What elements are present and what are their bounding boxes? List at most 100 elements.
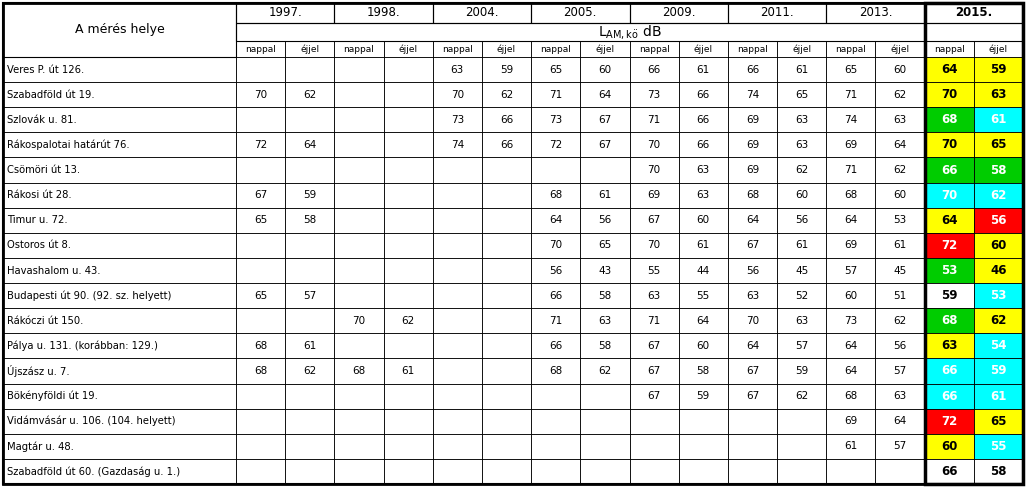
Text: 56: 56: [598, 215, 611, 225]
Text: 66: 66: [697, 115, 710, 125]
Bar: [285, 384, 334, 409]
Text: A mérés helye: A mérés helye: [75, 23, 164, 37]
Bar: [777, 183, 826, 208]
Bar: [875, 132, 924, 157]
Text: 70: 70: [941, 138, 957, 151]
Bar: [384, 358, 433, 384]
Bar: [630, 258, 678, 283]
Bar: [826, 308, 875, 333]
Bar: [826, 384, 875, 409]
Bar: [531, 409, 581, 434]
Text: 58: 58: [303, 215, 316, 225]
Text: nappal: nappal: [245, 44, 276, 54]
Text: 62: 62: [303, 366, 316, 376]
Text: éjjel: éjjel: [989, 44, 1008, 54]
Bar: [384, 409, 433, 434]
Text: 56: 56: [549, 265, 562, 276]
Bar: [482, 333, 531, 358]
Text: 64: 64: [697, 316, 710, 326]
Text: 56: 56: [894, 341, 907, 351]
Bar: [3, 384, 236, 409]
Text: 61: 61: [894, 241, 907, 250]
Text: 63: 63: [697, 165, 710, 175]
Bar: [3, 333, 236, 358]
Bar: [3, 409, 236, 434]
Text: 69: 69: [844, 416, 858, 426]
Bar: [482, 258, 531, 283]
Text: 62: 62: [303, 90, 316, 100]
Bar: [875, 208, 924, 233]
Text: nappal: nappal: [344, 44, 374, 54]
Text: 2015.: 2015.: [955, 6, 992, 19]
Text: 55: 55: [990, 440, 1007, 453]
Text: 62: 62: [401, 316, 415, 326]
Bar: [727, 459, 777, 484]
Bar: [924, 459, 974, 484]
Bar: [630, 132, 678, 157]
Bar: [433, 41, 482, 57]
Text: Vidámvásár u. 106. (104. helyett): Vidámvásár u. 106. (104. helyett): [7, 416, 175, 427]
Text: Újszász u. 7.: Újszász u. 7.: [7, 365, 70, 377]
Bar: [777, 333, 826, 358]
Bar: [334, 208, 384, 233]
Text: 57: 57: [844, 265, 858, 276]
Text: nappal: nappal: [835, 44, 866, 54]
Bar: [924, 3, 1023, 484]
Text: nappal: nappal: [638, 44, 670, 54]
Text: 65: 65: [990, 138, 1007, 151]
Text: 69: 69: [844, 241, 858, 250]
Bar: [3, 3, 236, 57]
Bar: [482, 107, 531, 132]
Bar: [236, 283, 285, 308]
Bar: [727, 3, 826, 23]
Bar: [236, 409, 285, 434]
Text: 68: 68: [941, 113, 957, 126]
Text: 52: 52: [795, 291, 808, 300]
Bar: [384, 233, 433, 258]
Text: Szabadföld út 19.: Szabadföld út 19.: [7, 90, 94, 100]
Text: 63: 63: [894, 115, 907, 125]
Text: 61: 61: [990, 113, 1007, 126]
Text: 58: 58: [990, 164, 1007, 176]
Bar: [3, 107, 236, 132]
Bar: [334, 333, 384, 358]
Text: 64: 64: [941, 63, 957, 76]
Bar: [433, 333, 482, 358]
Bar: [924, 57, 974, 82]
Bar: [3, 208, 236, 233]
Bar: [826, 183, 875, 208]
Text: 63: 63: [450, 65, 464, 75]
Bar: [334, 233, 384, 258]
Bar: [678, 208, 727, 233]
Bar: [924, 157, 974, 183]
Text: 64: 64: [844, 341, 858, 351]
Text: 57: 57: [303, 291, 316, 300]
Text: 66: 66: [647, 65, 661, 75]
Text: 65: 65: [254, 291, 267, 300]
Text: 61: 61: [598, 190, 611, 200]
Bar: [630, 82, 678, 107]
Bar: [581, 258, 630, 283]
Text: 71: 71: [549, 316, 562, 326]
Bar: [727, 283, 777, 308]
Bar: [974, 41, 1023, 57]
Text: 2013.: 2013.: [859, 6, 893, 19]
Bar: [924, 57, 974, 82]
Text: 61: 61: [303, 341, 316, 351]
Bar: [826, 233, 875, 258]
Text: 72: 72: [254, 140, 267, 150]
Text: 64: 64: [894, 140, 907, 150]
Text: 64: 64: [303, 140, 316, 150]
Bar: [531, 82, 581, 107]
Bar: [875, 384, 924, 409]
Text: 61: 61: [844, 441, 858, 451]
Text: 67: 67: [746, 241, 759, 250]
Bar: [531, 333, 581, 358]
Text: 2004.: 2004.: [465, 6, 499, 19]
Text: 69: 69: [647, 190, 661, 200]
Bar: [384, 283, 433, 308]
Bar: [531, 208, 581, 233]
Text: Szlovák u. 81.: Szlovák u. 81.: [7, 115, 77, 125]
Bar: [678, 409, 727, 434]
Bar: [334, 107, 384, 132]
